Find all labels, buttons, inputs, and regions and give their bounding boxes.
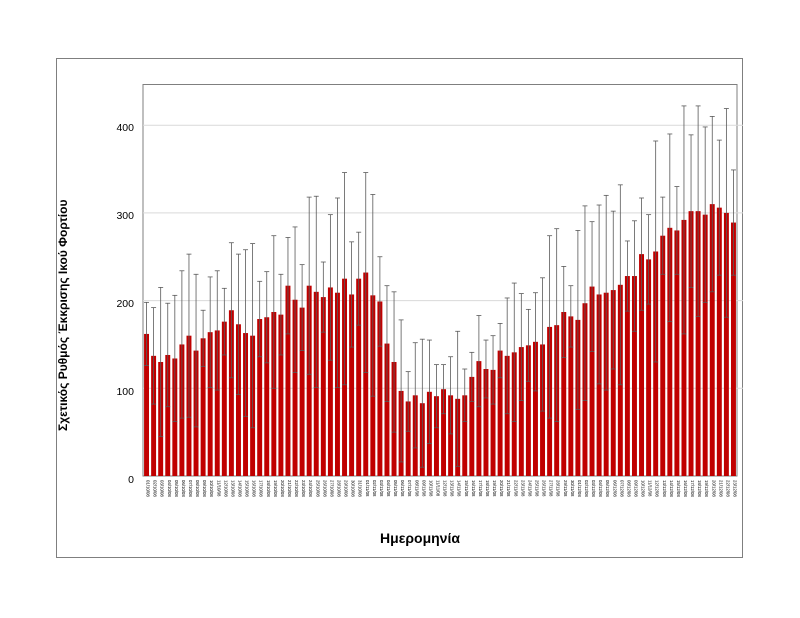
svg-text:09/11/08: 09/11/08 <box>421 480 426 497</box>
svg-text:20/11/08: 20/11/08 <box>499 480 504 497</box>
svg-text:17/10/08: 17/10/08 <box>259 480 264 497</box>
svg-text:200: 200 <box>116 298 134 310</box>
svg-text:14/10/08: 14/10/08 <box>237 480 242 497</box>
svg-text:03/10/08: 03/10/08 <box>160 480 165 497</box>
svg-text:19/10/08: 19/10/08 <box>273 480 278 497</box>
svg-text:100: 100 <box>116 386 134 398</box>
svg-text:07/11/08: 07/11/08 <box>407 480 412 497</box>
svg-text:31/10/08: 31/10/08 <box>358 480 363 497</box>
svg-text:26/11/08: 26/11/08 <box>542 480 547 497</box>
svg-text:24/10/08: 24/10/08 <box>308 480 313 497</box>
svg-text:26/10/08: 26/10/08 <box>322 480 327 497</box>
svg-text:04/11/08: 04/11/08 <box>386 480 391 497</box>
svg-text:20/12/08: 20/12/08 <box>711 480 716 497</box>
svg-text:05/12/08: 05/12/08 <box>605 480 610 497</box>
svg-text:10/12/08: 10/12/08 <box>641 480 646 497</box>
svg-text:300: 300 <box>116 210 134 222</box>
svg-text:15/12/08: 15/12/08 <box>676 480 681 497</box>
svg-text:30/11/08: 30/11/08 <box>570 480 575 497</box>
svg-text:02/11/08: 02/11/08 <box>372 480 377 497</box>
svg-text:400: 400 <box>116 122 134 134</box>
svg-text:11/12/08: 11/12/08 <box>648 480 653 497</box>
svg-text:15/11/08: 15/11/08 <box>464 480 469 497</box>
svg-text:07/12/08: 07/12/08 <box>619 480 624 497</box>
svg-text:05/10/08: 05/10/08 <box>174 480 179 497</box>
svg-text:08/10/08: 08/10/08 <box>195 480 200 497</box>
svg-text:18/11/08: 18/11/08 <box>485 480 490 497</box>
svg-text:23/12/08: 23/12/08 <box>732 480 737 497</box>
svg-text:23/10/08: 23/10/08 <box>301 480 306 497</box>
svg-text:29/11/08: 29/11/08 <box>563 480 568 497</box>
svg-text:21/11/08: 21/11/08 <box>506 480 511 497</box>
svg-text:15/10/08: 15/10/08 <box>245 480 250 497</box>
svg-text:19/11/08: 19/11/08 <box>492 480 497 497</box>
svg-text:22/10/08: 22/10/08 <box>294 480 299 497</box>
svg-text:23/11/08: 23/11/08 <box>520 480 525 497</box>
svg-text:12/10/08: 12/10/08 <box>223 480 228 497</box>
svg-text:16/11/08: 16/11/08 <box>471 480 476 497</box>
svg-text:25/11/08: 25/11/08 <box>534 480 539 497</box>
svg-text:13/12/08: 13/12/08 <box>662 480 667 497</box>
svg-text:24/11/08: 24/11/08 <box>527 480 532 497</box>
svg-text:12/11/08: 12/11/08 <box>443 480 448 497</box>
svg-text:06/12/08: 06/12/08 <box>612 480 617 497</box>
svg-text:08/12/08: 08/12/08 <box>626 480 631 497</box>
svg-text:22/12/08: 22/12/08 <box>725 480 730 497</box>
svg-text:27/11/08: 27/11/08 <box>549 480 554 497</box>
svg-text:18/10/08: 18/10/08 <box>266 480 271 497</box>
svg-text:29/10/08: 29/10/08 <box>344 480 349 497</box>
svg-text:17/11/08: 17/11/08 <box>478 480 483 497</box>
svg-text:11/11/08: 11/11/08 <box>435 480 440 497</box>
svg-text:01/10/08: 01/10/08 <box>146 480 151 497</box>
svg-text:01/12/08: 01/12/08 <box>577 480 582 497</box>
svg-text:30/10/08: 30/10/08 <box>351 480 356 497</box>
svg-text:0: 0 <box>128 474 134 486</box>
svg-text:12/12/08: 12/12/08 <box>655 480 660 497</box>
svg-text:14/11/08: 14/11/08 <box>457 480 462 497</box>
svg-text:11/10/08: 11/10/08 <box>216 480 221 497</box>
svg-text:22/11/08: 22/11/08 <box>513 480 518 497</box>
svg-text:28/10/08: 28/10/08 <box>336 480 341 497</box>
svg-text:10/10/08: 10/10/08 <box>209 480 214 497</box>
svg-text:06/10/08: 06/10/08 <box>181 480 186 497</box>
svg-text:20/10/08: 20/10/08 <box>280 480 285 497</box>
svg-text:27/10/08: 27/10/08 <box>329 480 334 497</box>
svg-text:04/10/08: 04/10/08 <box>167 480 172 497</box>
svg-text:08/11/08: 08/11/08 <box>414 480 419 497</box>
svg-text:25/10/08: 25/10/08 <box>315 480 320 497</box>
svg-text:09/12/08: 09/12/08 <box>633 480 638 497</box>
svg-text:06/11/08: 06/11/08 <box>400 480 405 497</box>
svg-text:13/11/08: 13/11/08 <box>450 480 455 497</box>
svg-text:19/12/08: 19/12/08 <box>704 480 709 497</box>
svg-text:18/12/08: 18/12/08 <box>697 480 702 497</box>
svg-text:13/10/08: 13/10/08 <box>230 480 235 497</box>
svg-text:03/11/08: 03/11/08 <box>379 480 384 497</box>
svg-text:16/10/08: 16/10/08 <box>252 480 257 497</box>
svg-text:14/12/08: 14/12/08 <box>669 480 674 497</box>
svg-text:16/12/08: 16/12/08 <box>683 480 688 497</box>
svg-text:05/11/08: 05/11/08 <box>393 480 398 497</box>
svg-text:10/11/08: 10/11/08 <box>428 480 433 497</box>
svg-text:01/11/08: 01/11/08 <box>365 480 370 497</box>
svg-text:02/10/08: 02/10/08 <box>153 480 158 497</box>
svg-text:21/12/08: 21/12/08 <box>718 480 723 497</box>
svg-text:21/10/08: 21/10/08 <box>287 480 292 497</box>
svg-text:07/10/08: 07/10/08 <box>188 480 193 497</box>
svg-text:17/12/08: 17/12/08 <box>690 480 695 497</box>
svg-text:28/11/08: 28/11/08 <box>556 480 561 497</box>
svg-text:09/10/08: 09/10/08 <box>202 480 207 497</box>
svg-text:04/12/08: 04/12/08 <box>598 480 603 497</box>
svg-text:03/12/08: 03/12/08 <box>591 480 596 497</box>
svg-text:02/12/08: 02/12/08 <box>584 480 589 497</box>
